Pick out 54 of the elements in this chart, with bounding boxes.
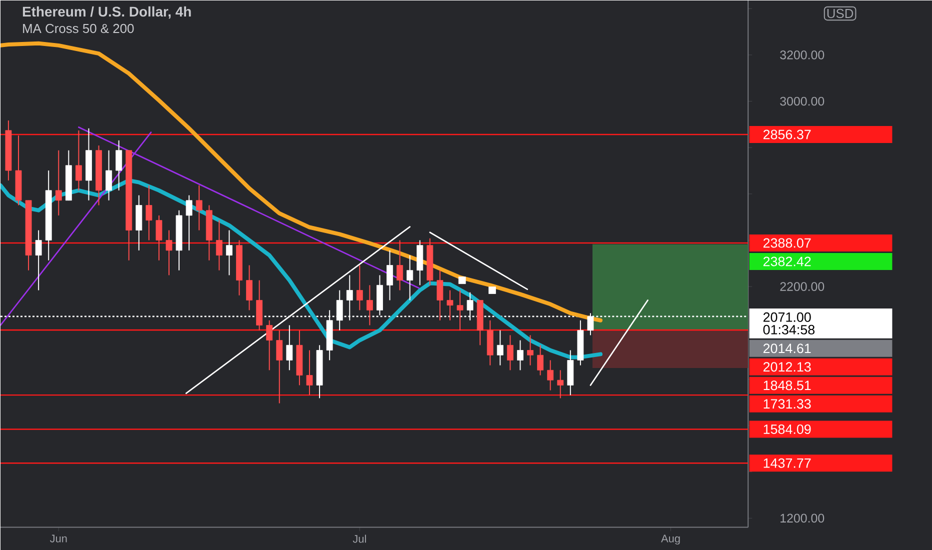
candlestick [396, 240, 404, 291]
text: 2014.61 [763, 344, 811, 354]
x-tick-label: Aug [661, 534, 680, 544]
candlestick [436, 270, 444, 321]
candlestick [156, 214, 162, 261]
chart-title: Ethereum / U.S. Dollar, 4h [22, 6, 191, 19]
text: 01:34:58 [763, 324, 815, 334]
ref-line-label: 1584.09 [764, 424, 811, 434]
candlestick [506, 334, 514, 371]
candlestick [366, 284, 373, 326]
y-tick-label: 1200.00 [780, 514, 824, 522]
ref-line-label: 2388.07 [763, 238, 811, 248]
candlestick [146, 184, 152, 241]
candlestick [166, 230, 172, 276]
candlestick [196, 184, 202, 231]
candlestick [106, 150, 112, 201]
y-tick-label: 3200.00 [780, 50, 824, 60]
text: USD [827, 8, 854, 18]
candlestick [226, 230, 232, 276]
candlestick [186, 194, 192, 251]
ref-line-label: 2856.37 [763, 130, 811, 140]
candlestick [406, 254, 414, 301]
band-label: 1848.51 [764, 380, 811, 390]
candlestick [276, 330, 283, 404]
candlestick [55, 150, 62, 216]
ref-line-label: 1731.33 [764, 399, 811, 409]
candlestick [517, 340, 524, 371]
ref-line-label: 2012.13 [763, 362, 811, 372]
candlestick [557, 370, 564, 399]
candlestick [386, 250, 393, 301]
ref-line-label: 1437.77 [764, 458, 811, 468]
candlestick [75, 130, 82, 191]
candlestick [456, 290, 464, 331]
candlestick [537, 344, 544, 376]
x-tick-label: Jul [352, 534, 366, 543]
band-label: 2382.42 [763, 256, 811, 266]
candlestick [216, 220, 222, 271]
x-tick-label: Jun [50, 534, 67, 542]
candlestick [246, 264, 253, 311]
candlestick [266, 320, 273, 371]
candlestick [527, 334, 534, 366]
y-tick-label: 3000.00 [780, 96, 824, 106]
candlestick [286, 324, 293, 371]
ref-line-label: 2071.00 [763, 312, 811, 322]
candlestick [356, 264, 363, 311]
candlestick [446, 290, 454, 321]
candlestick [587, 312, 594, 336]
y-tick-label: 2200.00 [780, 282, 824, 291]
candlestick [35, 230, 42, 291]
candlestick [496, 330, 504, 366]
text: MA Cross 50 & 200 [23, 24, 134, 33]
candlestick [116, 140, 122, 191]
candlestick [306, 350, 313, 396]
candlestick [547, 360, 554, 391]
